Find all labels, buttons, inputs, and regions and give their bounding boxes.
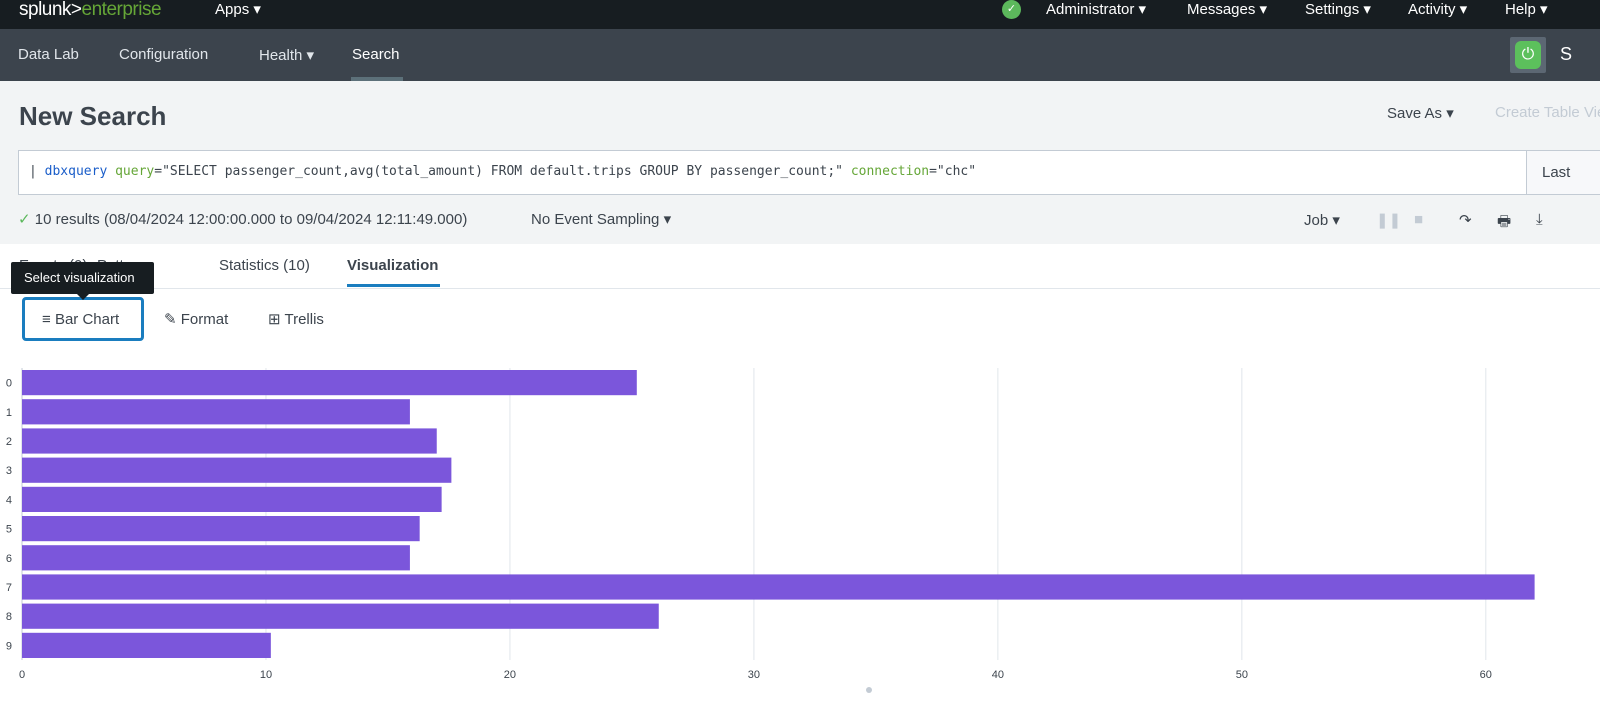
create-table-view-button[interactable]: Create Table View	[1495, 104, 1600, 121]
x-tick-label: 50	[1236, 669, 1248, 681]
bar-chart-icon: ≡	[42, 311, 51, 328]
activity-menu[interactable]: Activity ▾	[1408, 1, 1468, 18]
y-tick-label: 0	[6, 378, 12, 390]
job-menu[interactable]: Job ▾	[1304, 212, 1340, 229]
resize-handle	[866, 687, 872, 693]
y-tick-label: 2	[6, 436, 12, 448]
trellis-button[interactable]: ⊞ Trellis	[268, 311, 324, 328]
splunk-logo[interactable]: splunk>enterprise	[19, 0, 162, 20]
x-tick-label: 20	[504, 669, 516, 681]
check-circle-icon[interactable]: ✓	[1002, 0, 1021, 19]
y-tick-label: 3	[6, 465, 12, 477]
nav-configuration[interactable]: Configuration	[119, 46, 209, 63]
search-input[interactable]: | dbxquery query="SELECT passenger_count…	[18, 150, 1528, 195]
bar	[22, 457, 452, 483]
bar	[22, 428, 437, 454]
bar	[22, 545, 410, 571]
time-range-picker[interactable]: Last	[1526, 150, 1600, 195]
results-status: ✓ 10 results (08/04/2024 12:00:00.000 to…	[18, 211, 468, 228]
bar	[22, 632, 271, 658]
active-tab-indicator	[347, 284, 440, 287]
tab-statistics[interactable]: Statistics (10)	[219, 257, 310, 274]
bar	[22, 370, 637, 396]
administrator-menu[interactable]: Administrator ▾	[1046, 1, 1147, 18]
x-tick-label: 10	[260, 669, 272, 681]
messages-menu[interactable]: Messages ▾	[1187, 1, 1268, 18]
nav-data-lab[interactable]: Data Lab	[18, 46, 79, 63]
bar-chart: 0 10 20 30 40 50 60 0 1 2 3 4 5 6 7 8 9	[6, 368, 1535, 693]
nav-health[interactable]: Health ▾	[259, 47, 315, 64]
nav-search[interactable]: Search	[352, 46, 400, 63]
app-title: S	[1560, 44, 1573, 64]
y-tick-label: 7	[6, 582, 12, 594]
page-title: New Search	[19, 101, 167, 131]
y-tick-label: 1	[6, 407, 12, 419]
pause-icon[interactable]: ❚❚	[1376, 212, 1402, 229]
apps-menu[interactable]: Apps ▾	[215, 1, 261, 18]
grid-icon: ⊞	[268, 311, 281, 328]
x-tick-label: 0	[19, 669, 25, 681]
tooltip: Select visualization	[11, 262, 154, 300]
bar	[22, 603, 659, 629]
share-icon[interactable]: ↷	[1459, 212, 1472, 229]
pencil-icon: ✎	[164, 311, 177, 328]
y-tick-label: 4	[6, 494, 12, 506]
settings-menu[interactable]: Settings ▾	[1305, 1, 1371, 18]
y-tick-label: 6	[6, 553, 12, 565]
tab-visualization[interactable]: Visualization	[347, 257, 439, 274]
x-tick-label: 30	[748, 669, 760, 681]
bar	[22, 516, 420, 542]
active-nav-indicator	[351, 77, 403, 81]
x-tick-label: 40	[992, 669, 1004, 681]
x-tick-label: 60	[1480, 669, 1492, 681]
app-bar: Data Lab Configuration Health ▾ Search	[0, 29, 1600, 81]
app-plug-icon[interactable]: ⏻	[1510, 37, 1546, 73]
y-tick-label: 9	[6, 640, 12, 652]
y-tick-label: 8	[6, 611, 12, 623]
bar	[22, 399, 410, 425]
bar	[22, 574, 1535, 600]
bar	[22, 486, 442, 512]
format-button[interactable]: ✎ Format	[164, 311, 229, 328]
results-tabs: Events (0) Patterns Statistics (10) Visu…	[0, 244, 1600, 289]
stop-icon[interactable]: ■	[1414, 211, 1424, 228]
event-sampling-dropdown[interactable]: No Event Sampling ▾	[531, 211, 672, 228]
export-icon[interactable]: ⤓	[1536, 211, 1543, 228]
top-bar: splunk>enterprise Apps ▾ ✓ Administrator…	[0, 0, 1600, 29]
print-icon[interactable]: 🖶	[1497, 213, 1512, 230]
select-visualization-button[interactable]: ≡ Bar Chart	[22, 297, 144, 341]
y-tick-label: 5	[6, 524, 12, 536]
save-as-button[interactable]: Save As ▾	[1387, 105, 1454, 122]
help-menu[interactable]: Help ▾	[1505, 1, 1548, 18]
